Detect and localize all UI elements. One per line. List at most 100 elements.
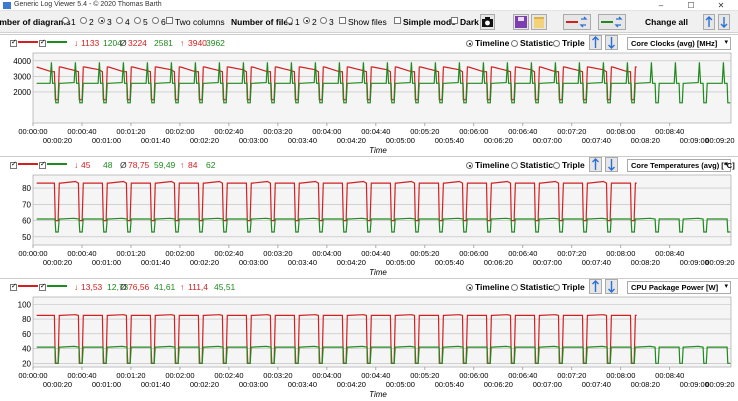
panel-up-button[interactable] — [589, 279, 602, 294]
y-tick-label: 100 — [18, 300, 32, 309]
series2-legend-line — [47, 41, 67, 43]
two-columns-label: Two columns — [175, 17, 225, 27]
change-all-down-button[interactable] — [718, 14, 730, 30]
metric-select-value: Core Clocks (avg) [MHz] — [631, 39, 718, 48]
panel-up-button[interactable] — [589, 35, 602, 50]
x-tick-label: 00:05:20 — [410, 371, 439, 380]
x-tick-label: 00:07:00 — [533, 258, 562, 267]
max-red-value: 111,4 — [188, 282, 209, 292]
view-option-statistic: Statistic — [520, 38, 554, 48]
files-radio-3[interactable] — [320, 17, 327, 24]
panel-down-button[interactable] — [605, 157, 618, 172]
x-tick-label: 00:00:00 — [18, 249, 47, 258]
series2-checkbox[interactable] — [39, 282, 46, 291]
timeline-chart[interactable]: 50 60 70 80 00:00:00 00:00:40 00:01:20 00:02:00… — [0, 157, 738, 279]
swap-green-icon — [601, 16, 623, 28]
view-radio-timeline[interactable] — [466, 162, 473, 169]
x-tick-label: 00:02:00 — [165, 127, 194, 136]
arrow-down-icon — [608, 281, 615, 293]
view-radio-timeline[interactable] — [466, 284, 473, 291]
x-tick-label: 00:06:40 — [508, 371, 537, 380]
series2-checkbox[interactable] — [39, 38, 46, 47]
open-folder-button[interactable] — [531, 14, 547, 30]
x-tick-label: 00:03:00 — [239, 258, 268, 267]
y-tick-label: 70 — [22, 200, 31, 209]
x-tick-label: 00:00:00 — [18, 371, 47, 380]
panel-down-button[interactable] — [605, 35, 618, 50]
x-tick-label: 00:06:00 — [459, 127, 488, 136]
x-tick-label: 00:04:20 — [337, 136, 366, 145]
x-tick-label: 00:01:20 — [116, 371, 145, 380]
view-radio-statistic[interactable] — [511, 284, 518, 291]
screenshot-button[interactable] — [480, 14, 495, 30]
x-tick-label: 00:05:20 — [410, 127, 439, 136]
diagram-panel: ↓ 13,53 12,73 Ø 76,56 41,61 ↑ 111,4 45,5… — [0, 278, 738, 400]
simple-mode-checkbox[interactable] — [394, 17, 401, 24]
metric-select[interactable]: Core Temperatures (avg) [°C] ▾ — [627, 159, 735, 172]
diagram-radio-1[interactable] — [62, 17, 69, 24]
series1-legend-line — [18, 41, 38, 43]
x-tick-label: 00:08:40 — [655, 371, 684, 380]
x-tick-label: 00:04:20 — [337, 380, 366, 389]
diagram-radio-6[interactable] — [152, 17, 159, 24]
view-radio-timeline[interactable] — [466, 40, 473, 47]
series1-checkbox[interactable] — [10, 282, 17, 291]
series1-legend-line — [18, 285, 38, 287]
camera-icon — [482, 17, 493, 27]
swap-green-button[interactable] — [598, 14, 626, 30]
view-radio-triple[interactable] — [553, 284, 560, 291]
maximize-button[interactable]: ☐ — [687, 1, 695, 10]
files-radio-1[interactable] — [286, 17, 293, 24]
save-icon — [515, 16, 527, 28]
series1-checkbox[interactable] — [10, 38, 17, 47]
diagram-radio-5[interactable] — [134, 17, 141, 24]
panel-controls: ↓ 1133 1204 Ø 3224 2581 ↑ 3940 3962 Time… — [0, 35, 738, 51]
series2-legend-line — [47, 285, 67, 287]
two-columns-checkbox[interactable] — [166, 17, 173, 24]
swap-red-button[interactable] — [563, 14, 591, 30]
view-radio-statistic[interactable] — [511, 162, 518, 169]
view-radio-triple[interactable] — [553, 162, 560, 169]
metric-select[interactable]: Core Clocks (avg) [MHz] ▾ — [627, 37, 731, 50]
save-button[interactable] — [513, 14, 529, 30]
diagram-panel: ↓ 1133 1204 Ø 3224 2581 ↑ 3940 3962 Time… — [0, 34, 738, 156]
diagram-radio-2[interactable] — [80, 17, 87, 24]
x-tick-label: 00:05:20 — [410, 249, 439, 258]
x-tick-label: 00:02:00 — [165, 249, 194, 258]
x-tick-label: 00:05:40 — [435, 380, 464, 389]
panel-down-button[interactable] — [605, 279, 618, 294]
dark-checkbox[interactable] — [451, 17, 458, 24]
series1-checkbox[interactable] — [10, 160, 17, 169]
x-tick-label: 00:07:20 — [557, 127, 586, 136]
x-tick-label: 00:06:20 — [484, 258, 513, 267]
metric-select[interactable]: CPU Package Power [W] ▾ — [627, 281, 731, 294]
change-all-up-button[interactable] — [703, 14, 715, 30]
x-tick-label: 00:07:40 — [582, 258, 611, 267]
diagram-radio-3[interactable] — [98, 17, 105, 24]
x-tick-label: 00:00:40 — [67, 127, 96, 136]
show-files-checkbox[interactable] — [339, 17, 346, 24]
series-green-line — [36, 217, 731, 233]
diagram-radio-4[interactable] — [116, 17, 123, 24]
view-radio-triple[interactable] — [553, 40, 560, 47]
minimize-button[interactable]: – — [658, 1, 664, 10]
close-button[interactable]: ✕ — [717, 1, 725, 10]
x-tick-label: 00:04:40 — [361, 127, 390, 136]
files-radio-2[interactable] — [303, 17, 310, 24]
x-tick-label: 00:04:00 — [312, 371, 341, 380]
metric-select-value: CPU Package Power [W] — [631, 283, 719, 292]
x-tick-label: 00:07:00 — [533, 380, 562, 389]
max-arrow-icon: ↑ — [180, 160, 185, 170]
panel-up-button[interactable] — [589, 157, 602, 172]
timeline-chart[interactable]: 20 40 60 80 100 00:00:00 00:00:40 00:01:20 00:02… — [0, 279, 738, 401]
arrow-down-icon — [720, 17, 728, 28]
x-tick-label: 00:08:00 — [606, 371, 635, 380]
x-tick-label: 00:08:40 — [655, 127, 684, 136]
min-green-value: 1204 — [103, 38, 122, 48]
x-tick-label: 00:09:20 — [705, 136, 734, 145]
series2-legend-line — [47, 163, 67, 165]
window-title: Generic Log Viewer 5.4 - © 2020 Thomas B… — [14, 1, 162, 8]
series2-checkbox[interactable] — [39, 160, 46, 169]
view-radio-statistic[interactable] — [511, 40, 518, 47]
